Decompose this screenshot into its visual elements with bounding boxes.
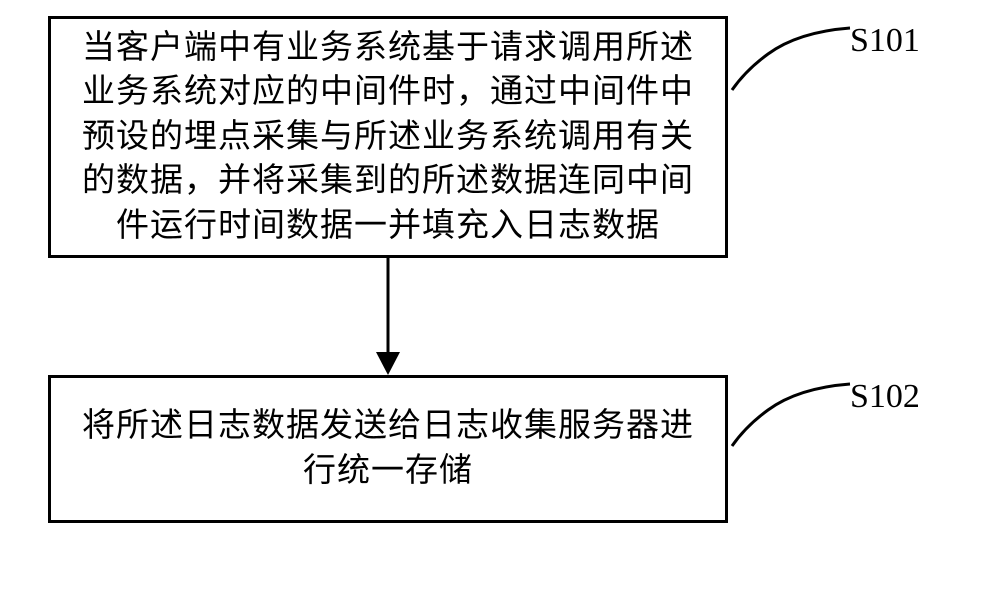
step-label-s101: S101 (850, 22, 920, 60)
label-connector-s102 (728, 376, 856, 450)
flow-node-s101-text: 当客户端中有业务系统基于请求调用所述业务系统对应的中间件时，通过中间件中预设的埋… (71, 26, 705, 249)
flow-node-s102: 将所述日志数据发送给日志收集服务器进行统一存储 (48, 375, 728, 523)
step-label-s102: S102 (850, 378, 920, 416)
arrow-s101-s102 (370, 258, 406, 375)
label-connector-s101 (728, 20, 856, 94)
flow-node-s102-text: 将所述日志数据发送给日志收集服务器进行统一存储 (71, 404, 705, 493)
flow-node-s101: 当客户端中有业务系统基于请求调用所述业务系统对应的中间件时，通过中间件中预设的埋… (48, 16, 728, 258)
flowchart-canvas: 当客户端中有业务系统基于请求调用所述业务系统对应的中间件时，通过中间件中预设的埋… (0, 0, 1000, 598)
